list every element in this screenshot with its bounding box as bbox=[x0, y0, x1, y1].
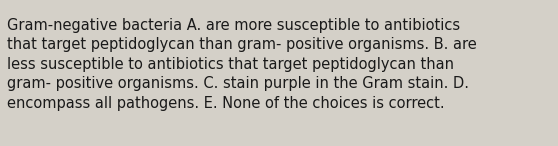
Text: Gram-negative bacteria A. are more susceptible to antibiotics
that target peptid: Gram-negative bacteria A. are more susce… bbox=[7, 18, 477, 111]
